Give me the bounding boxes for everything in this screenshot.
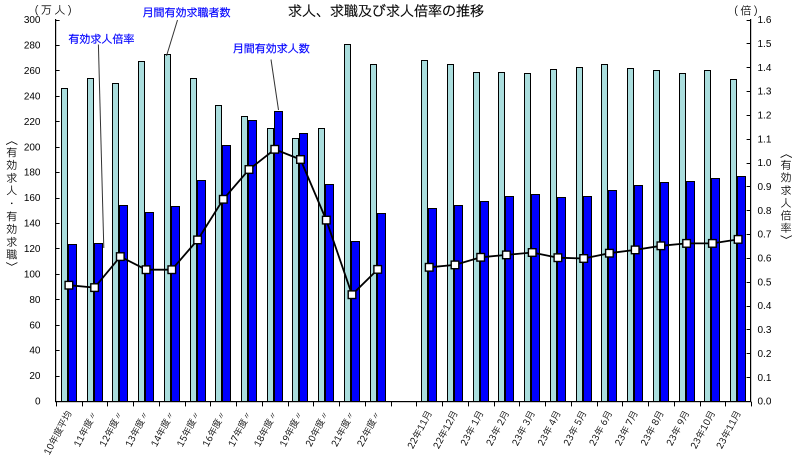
- svg-text:1.3: 1.3: [758, 87, 772, 98]
- svg-text:有効求人倍率: 有効求人倍率: [68, 31, 134, 48]
- svg-text:職: 職: [6, 247, 17, 264]
- svg-text:200: 200: [24, 142, 41, 153]
- svg-text:・: ・: [6, 196, 17, 213]
- svg-text:80: 80: [29, 295, 41, 306]
- svg-text:〈: 〈: [1, 133, 20, 146]
- svg-text:0.9: 0.9: [758, 182, 772, 193]
- svg-text:効: 効: [781, 170, 792, 187]
- svg-text:月間有効求人数: 月間有効求人数: [233, 41, 310, 58]
- svg-text:求: 求: [6, 234, 17, 251]
- svg-text:〈: 〈: [776, 146, 795, 159]
- svg-text:求: 求: [6, 170, 17, 187]
- svg-text:0.3: 0.3: [758, 325, 772, 336]
- svg-text:1.5: 1.5: [758, 39, 772, 50]
- svg-text:1.4: 1.4: [758, 63, 772, 74]
- svg-text:0.7: 0.7: [758, 230, 772, 241]
- svg-text:60: 60: [29, 320, 41, 331]
- svg-text:人: 人: [781, 195, 792, 212]
- svg-text:0.4: 0.4: [758, 301, 772, 312]
- svg-text:1.1: 1.1: [758, 134, 772, 145]
- svg-text:0.5: 0.5: [758, 277, 772, 288]
- svg-text:0: 0: [35, 397, 41, 408]
- svg-text:120: 120: [24, 244, 41, 255]
- svg-text:100: 100: [24, 269, 41, 280]
- svg-text:効: 効: [6, 157, 17, 174]
- svg-text:240: 240: [24, 91, 41, 102]
- svg-text:〉: 〉: [776, 234, 795, 247]
- svg-text:人: 人: [6, 183, 17, 200]
- svg-text:280: 280: [24, 41, 41, 52]
- svg-text:1.6: 1.6: [758, 15, 772, 26]
- svg-text:(万人): (万人): [35, 2, 75, 19]
- svg-text:有: 有: [781, 157, 792, 174]
- svg-text:160: 160: [24, 193, 41, 204]
- svg-text:260: 260: [24, 66, 41, 77]
- svg-text:20: 20: [29, 371, 41, 382]
- svg-text:0.6: 0.6: [758, 254, 772, 265]
- svg-text:40: 40: [29, 346, 41, 357]
- svg-text:140: 140: [24, 219, 41, 230]
- svg-text:(倍): (倍): [734, 2, 760, 19]
- svg-text:0.1: 0.1: [758, 373, 772, 384]
- svg-text:〉: 〉: [1, 261, 20, 274]
- svg-text:300: 300: [24, 15, 41, 26]
- svg-text:率: 率: [781, 220, 792, 237]
- svg-text:0.0: 0.0: [758, 397, 772, 408]
- svg-text:220: 220: [24, 117, 41, 128]
- svg-text:求: 求: [781, 182, 792, 199]
- svg-text:求人、求職及び求人倍率の推移: 求人、求職及び求人倍率の推移: [288, 2, 484, 23]
- svg-text:1.0: 1.0: [758, 158, 772, 169]
- svg-text:効: 効: [6, 221, 17, 238]
- svg-text:月間有効求職者数: 月間有効求職者数: [143, 4, 231, 21]
- svg-text:倍: 倍: [781, 208, 792, 225]
- svg-text:0.2: 0.2: [758, 349, 772, 360]
- svg-text:0.8: 0.8: [758, 206, 772, 217]
- svg-text:有: 有: [6, 144, 17, 161]
- svg-text:180: 180: [24, 168, 41, 179]
- svg-text:1.2: 1.2: [758, 111, 772, 122]
- svg-text:有: 有: [6, 208, 17, 225]
